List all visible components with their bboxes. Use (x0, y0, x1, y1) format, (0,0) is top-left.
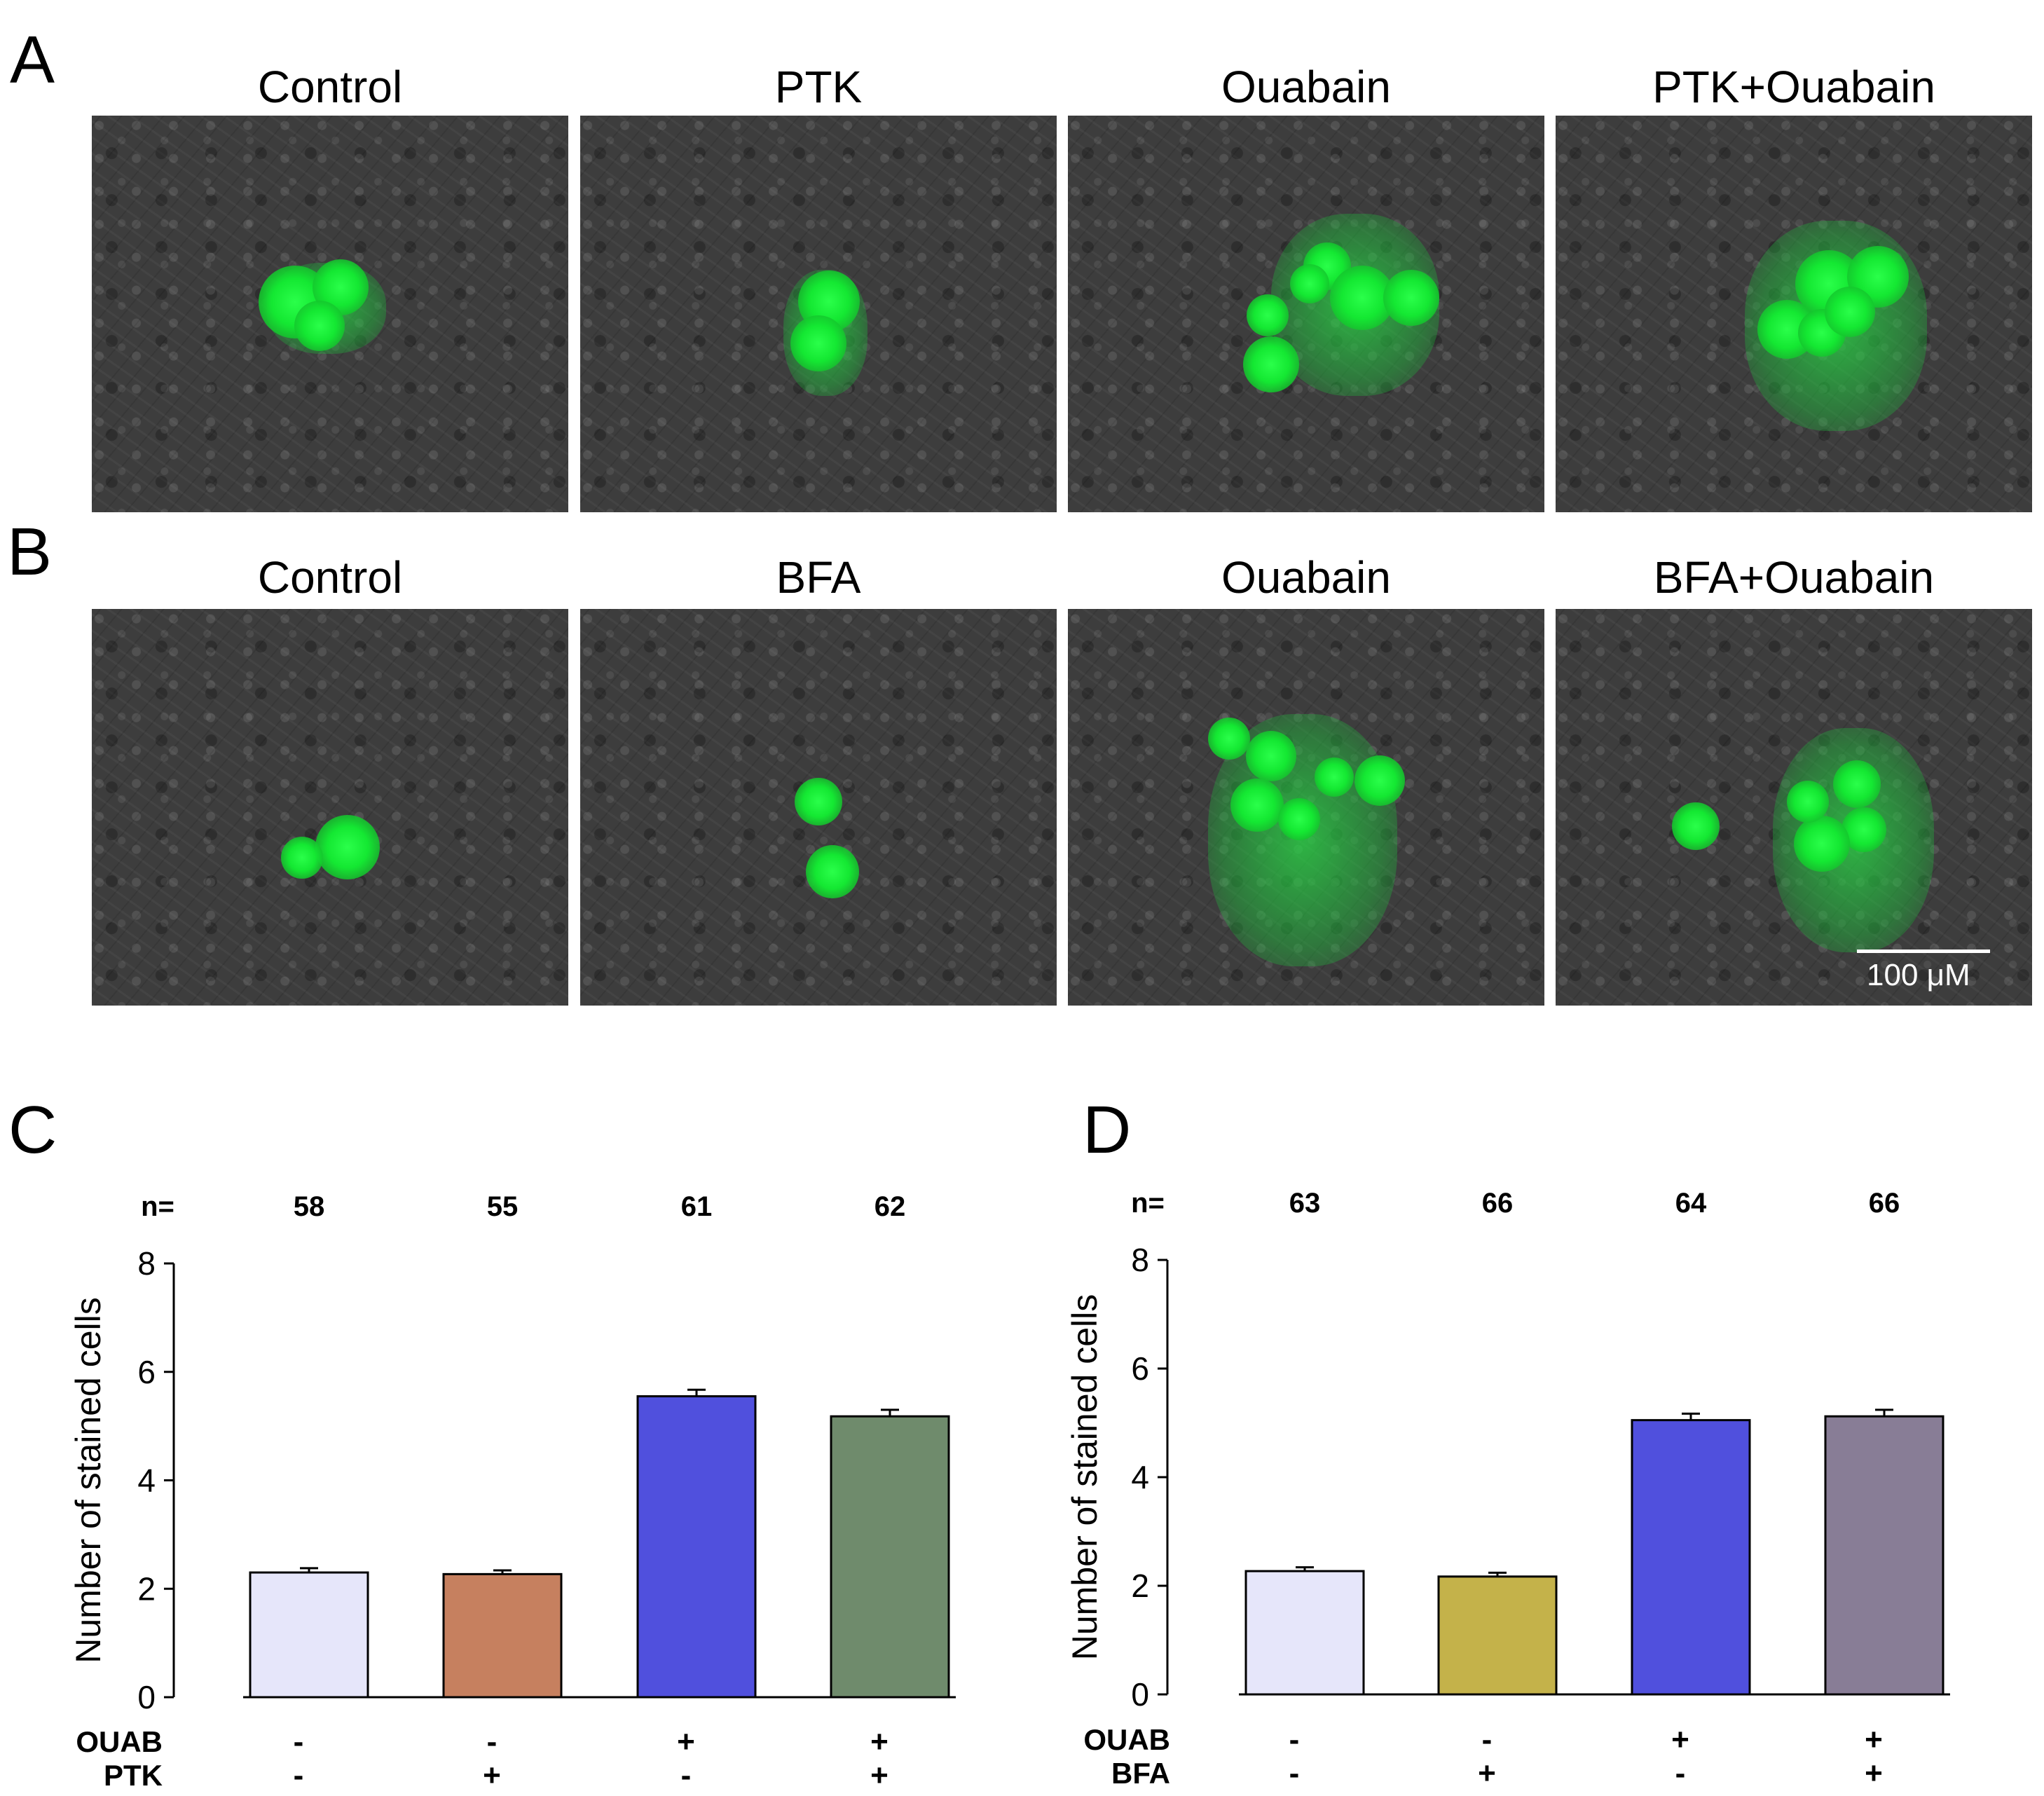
y-tick-label: 8 (137, 1245, 156, 1282)
condition-mark: - (1289, 1722, 1300, 1757)
condition-mark: + (1865, 1756, 1883, 1790)
n-label: n= (141, 1191, 174, 1222)
bar (830, 1415, 950, 1699)
image-title: BFA+Ouabain (1653, 552, 1935, 603)
stained-cell (1247, 294, 1289, 336)
image-title: PTK (774, 62, 863, 112)
stained-cell (790, 315, 846, 371)
stained-cell (1383, 270, 1439, 326)
y-tick-label: 8 (1131, 1242, 1149, 1278)
stained-cell (806, 845, 859, 898)
stained-cell (1208, 718, 1250, 760)
stained-cell (1243, 336, 1299, 392)
micrograph-image (1556, 116, 2032, 512)
stained-cell (281, 837, 323, 879)
scale-bar (1857, 950, 1990, 953)
y-tick-label: 4 (1131, 1459, 1149, 1495)
condition-mark: + (677, 1725, 695, 1759)
condition-mark: - (1482, 1722, 1493, 1757)
y-tick-label: 2 (1131, 1568, 1149, 1604)
y-tick-label: 6 (1131, 1350, 1149, 1387)
image-title: Control (257, 552, 403, 603)
condition-label: PTK (104, 1759, 163, 1792)
n-value: 61 (681, 1191, 713, 1222)
y-tick-label: 2 (137, 1570, 156, 1607)
image-title: Ouabain (1221, 552, 1391, 603)
condition-mark: + (1671, 1722, 1689, 1757)
n-value: 66 (1482, 1188, 1514, 1219)
stained-cell (1278, 798, 1320, 840)
panel-c-letter: C (8, 1092, 57, 1167)
y-axis-label: Number of stained cells (69, 1297, 108, 1663)
bar (1631, 1419, 1751, 1696)
condition-mark: + (1478, 1756, 1496, 1790)
condition-label: BFA (1111, 1757, 1170, 1790)
bar (1244, 1570, 1365, 1696)
y-tick-label: 4 (137, 1462, 156, 1499)
image-title: Ouabain (1221, 62, 1391, 112)
micrograph-image (1068, 116, 1544, 512)
micrograph-image (92, 609, 568, 1006)
condition-mark: - (681, 1758, 692, 1792)
n-value: 62 (874, 1191, 906, 1222)
y-tick-label: 0 (137, 1679, 156, 1715)
stained-cell (1833, 760, 1881, 808)
image-title: Control (257, 62, 403, 112)
stained-cell (315, 815, 380, 879)
bar (249, 1571, 369, 1699)
stained-cell (1825, 287, 1875, 337)
condition-mark: + (870, 1725, 889, 1759)
y-tick-label: 0 (1131, 1676, 1149, 1713)
stained-cell (1787, 781, 1829, 823)
stained-cell (795, 778, 842, 825)
n-value: 55 (487, 1191, 519, 1222)
n-value: 63 (1289, 1188, 1321, 1219)
condition-mark: + (483, 1758, 501, 1792)
stained-cell (1794, 816, 1850, 872)
stained-cell (1354, 755, 1405, 806)
scale-bar-label: 100 μM (1867, 958, 1970, 992)
condition-label: OUAB (1083, 1723, 1170, 1756)
bar (1437, 1575, 1558, 1696)
panel-b-letter: B (7, 514, 53, 589)
bar (636, 1395, 757, 1699)
image-title: PTK+Ouabain (1652, 62, 1935, 112)
stained-cell (294, 301, 345, 351)
stained-cell (1290, 264, 1329, 303)
condition-mark: - (294, 1725, 304, 1759)
condition-mark: - (487, 1725, 498, 1759)
n-value: 58 (294, 1191, 325, 1222)
y-tick-label: 6 (137, 1354, 156, 1390)
y-axis-label: Number of stained cells (1065, 1294, 1104, 1660)
condition-mark: + (870, 1758, 889, 1792)
micrograph-image (580, 609, 1057, 1006)
micrograph-image: 100 μM (1556, 609, 2032, 1006)
bar (442, 1572, 563, 1699)
n-value: 66 (1869, 1188, 1900, 1219)
condition-mark: - (1289, 1756, 1300, 1790)
condition-label: OUAB (76, 1725, 163, 1758)
stained-cell (1315, 758, 1354, 797)
panel-d-letter: D (1083, 1092, 1132, 1167)
bar (1824, 1415, 1944, 1696)
condition-mark: + (1865, 1722, 1883, 1757)
condition-mark: - (294, 1758, 304, 1792)
micrograph-image (92, 116, 568, 512)
panel-a-letter: A (10, 22, 55, 97)
micrograph-image (580, 116, 1057, 512)
stained-cell (1672, 802, 1720, 850)
image-title: BFA (776, 552, 861, 603)
condition-mark: - (1675, 1756, 1686, 1790)
stained-cell (1246, 731, 1296, 781)
n-value: 64 (1675, 1188, 1707, 1219)
stained-cell (1230, 779, 1284, 832)
micrograph-image (1068, 609, 1544, 1006)
n-label: n= (1131, 1188, 1165, 1219)
